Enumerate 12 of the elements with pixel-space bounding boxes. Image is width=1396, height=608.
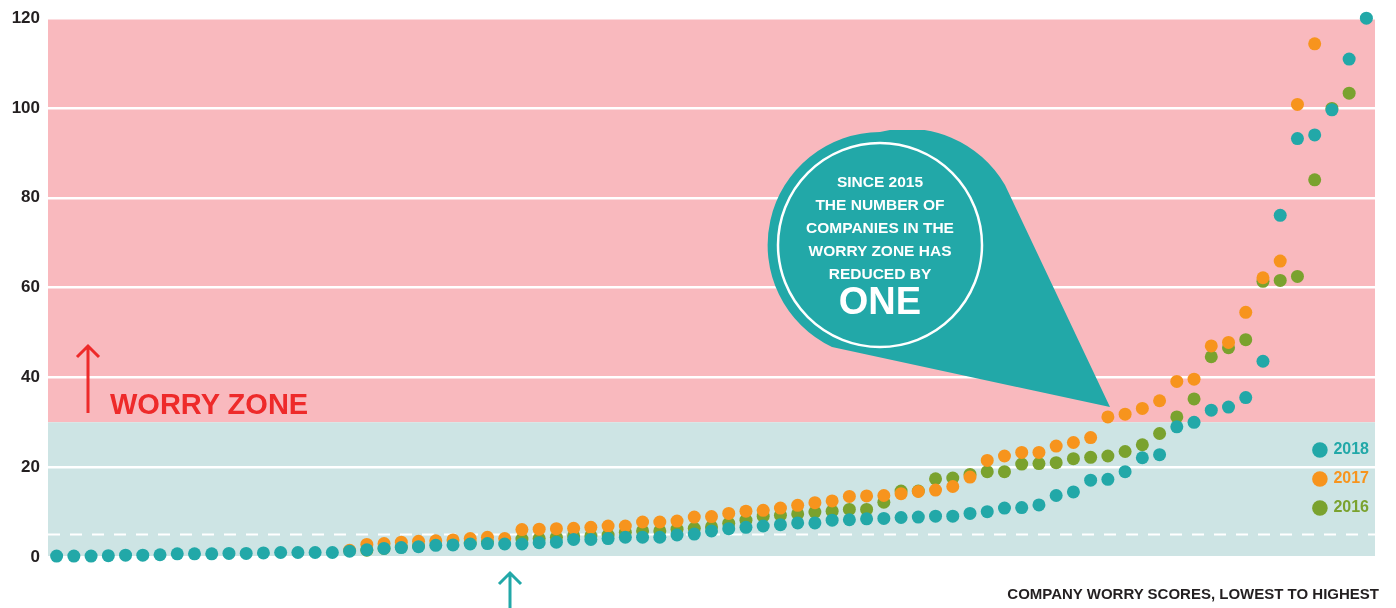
legend-label: 2016 (1333, 498, 1370, 516)
band-label: WORRY ZONE (110, 388, 309, 421)
y-tick-label: 120 (11, 7, 40, 27)
y-tick-label: 20 (21, 456, 40, 476)
y-tick-label: 80 (21, 187, 40, 207)
legend-label: 2017 (1333, 469, 1370, 487)
y-tick-label: 0 (30, 546, 40, 566)
legend-label: 2018 (1333, 440, 1370, 458)
y-tick-label: 60 (21, 277, 40, 297)
x-axis-title: COMPANY WORRY SCORES, LOWEST TO HIGHEST (1007, 585, 1379, 603)
y-tick-label: 100 (11, 97, 40, 117)
y-tick-label: 40 (21, 367, 40, 387)
